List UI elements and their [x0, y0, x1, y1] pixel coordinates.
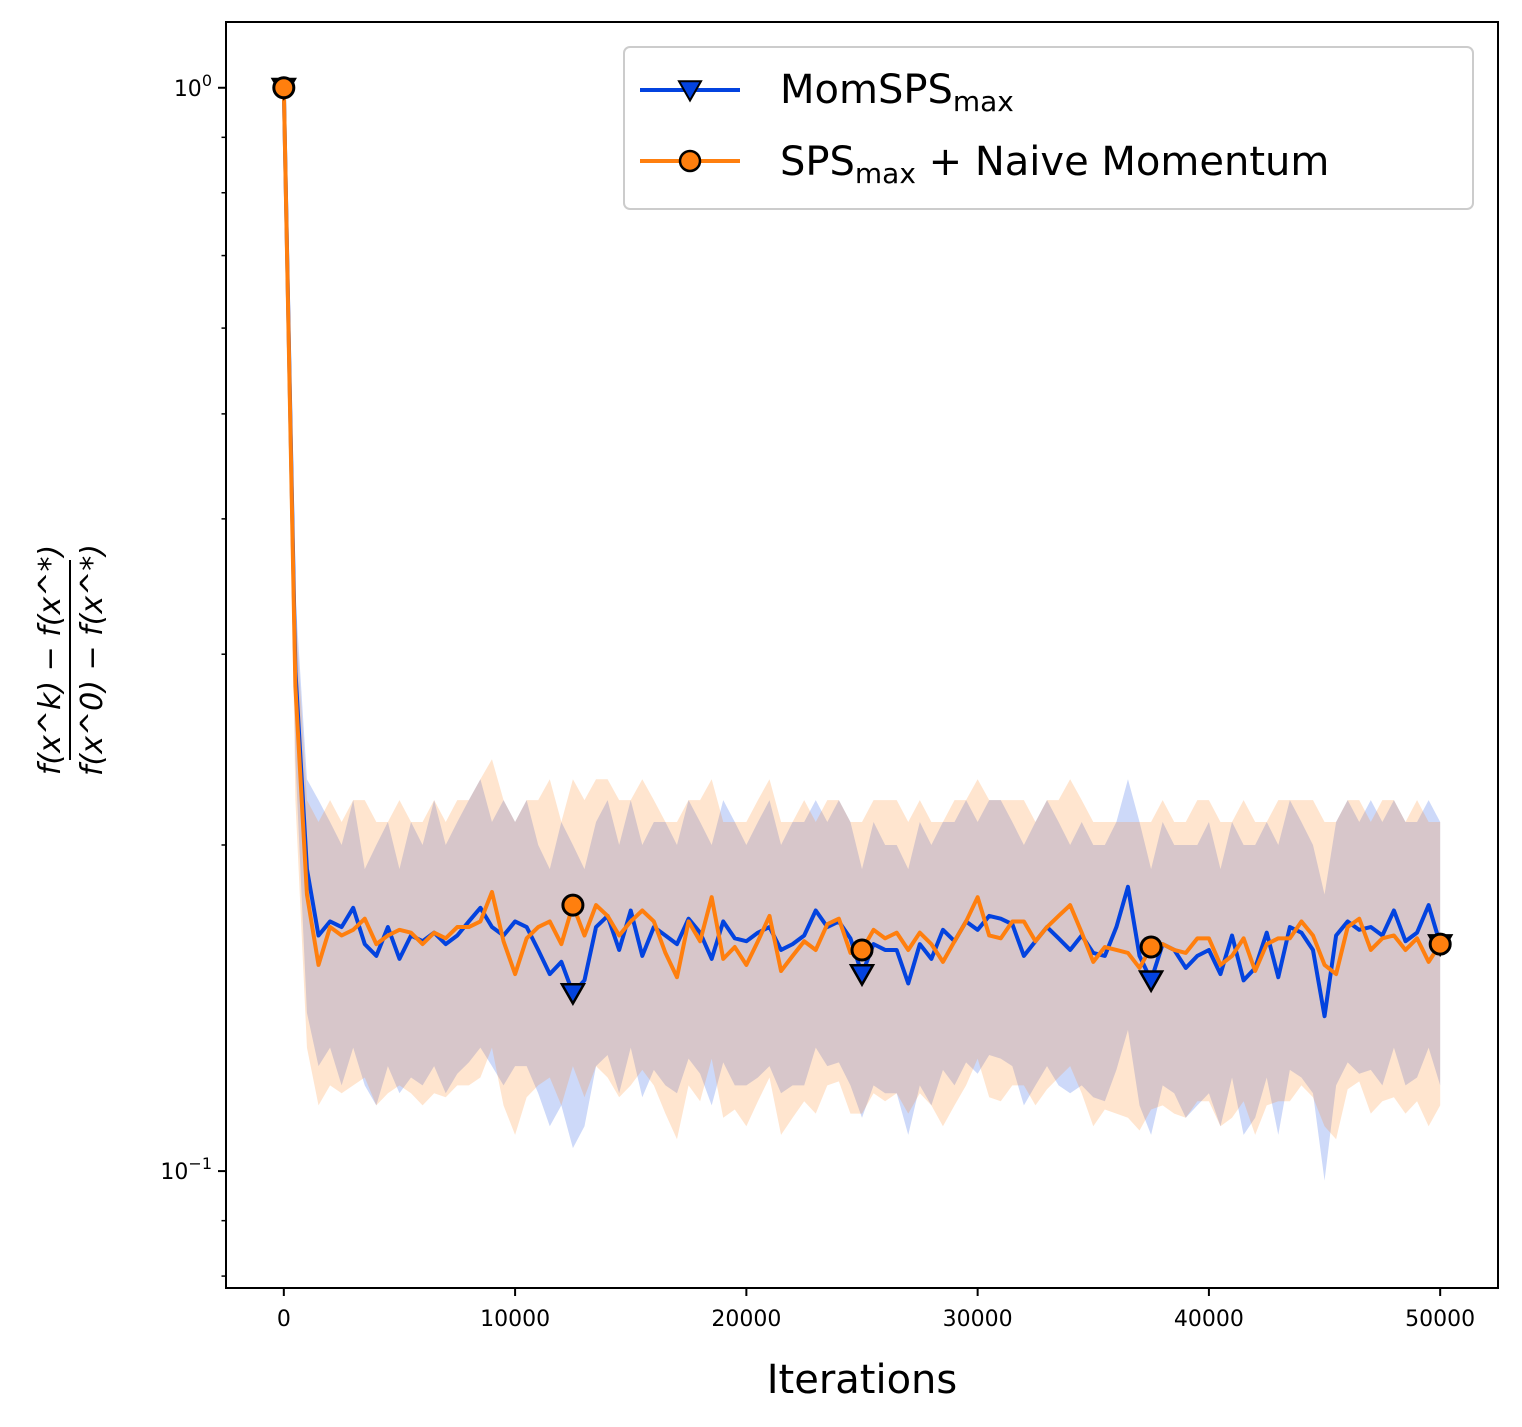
legend-label-momsps-subscript: max: [953, 85, 1014, 118]
x-tick-label: 20000: [711, 1307, 781, 1332]
y-tick-label-exponent: −1: [188, 1154, 212, 1173]
legend-label-sps: SPSmax + Naive Momentum: [780, 139, 1329, 190]
legend-label-sps-name: SPS: [780, 139, 855, 185]
legend: MomSPSmax SPSmax + Naive Momentum: [623, 46, 1474, 210]
y-tick-label: 10−1: [160, 1154, 212, 1185]
legend-marker-circle: [678, 149, 702, 173]
y-axis-label: f(x^k) − f(x^*) f(x^0) − f(x^*): [33, 544, 110, 776]
data-point-circle: [1139, 935, 1163, 959]
data-point-circle: [1428, 932, 1452, 956]
x-tick-label: 10000: [480, 1307, 550, 1332]
y-axis-label-denominator: f(x^0) − f(x^*): [75, 544, 110, 776]
x-tick-label: 50000: [1405, 1307, 1475, 1332]
data-point-triangle: [1137, 970, 1165, 994]
plot-frame: [225, 21, 1499, 1289]
legend-box: [623, 46, 1474, 210]
data-point-circle: [561, 893, 585, 917]
y-tick-label-base: 10: [160, 1160, 188, 1185]
legend-label-sps-suffix: + Naive Momentum: [916, 139, 1329, 185]
band-sps: [283, 87, 1441, 1140]
y-axis-label-numerator: f(x^k) − f(x^*): [33, 545, 68, 775]
x-axis-label: Iterations: [767, 1357, 958, 1403]
legend-label-momsps: MomSPSmax: [780, 67, 1014, 118]
series-markers: [270, 76, 1454, 1007]
x-tick-label: 40000: [1174, 1307, 1244, 1332]
x-tick-label: 0: [277, 1307, 291, 1332]
x-axis-ticks: 0 10000 20000 30000 40000 50000: [277, 1288, 1475, 1332]
y-tick-label-exponent: 0: [202, 71, 212, 90]
y-tick-label-base: 10: [174, 77, 202, 102]
data-point-circle: [272, 76, 296, 100]
legend-label-momsps-name: MomSPS: [780, 67, 953, 113]
x-tick-label: 30000: [943, 1307, 1013, 1332]
data-point-circle: [850, 938, 874, 962]
data-point-triangle: [559, 983, 587, 1007]
legend-label-sps-subscript: max: [855, 157, 916, 190]
y-tick-label: 100: [174, 71, 212, 102]
data-point-triangle: [848, 964, 876, 988]
legend-marker-triangle: [677, 80, 703, 103]
